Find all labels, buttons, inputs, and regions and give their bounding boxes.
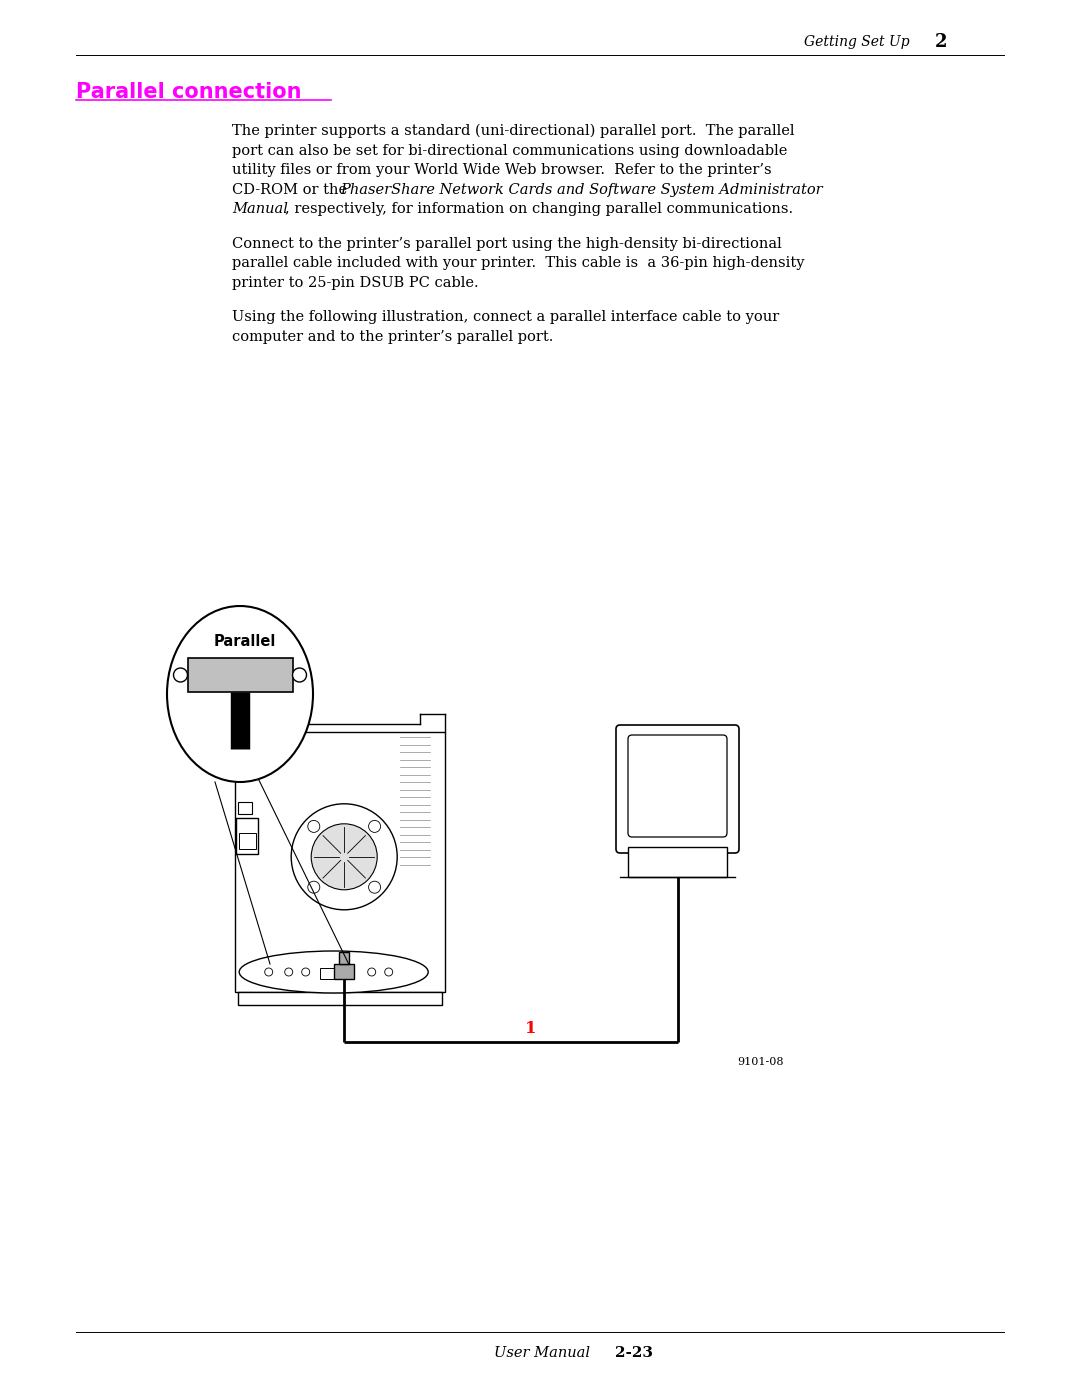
Bar [238, 992, 442, 1004]
Text: Getting Set Up: Getting Set Up [805, 35, 910, 49]
Text: User Manual: User Manual [494, 1345, 590, 1361]
Bar [235, 732, 445, 992]
Text: PhaserShare Network Cards and Software System Administrator: PhaserShare Network Cards and Software S… [340, 183, 823, 197]
Circle shape [293, 668, 307, 682]
Ellipse shape [167, 606, 313, 782]
FancyBboxPatch shape [616, 725, 739, 854]
Text: , respectively, for information on changing parallel communications.: , respectively, for information on chang… [285, 203, 794, 217]
Circle shape [301, 968, 310, 977]
Text: Manual: Manual [232, 203, 288, 217]
Text: computer and to the printer’s parallel port.: computer and to the printer’s parallel p… [232, 330, 554, 344]
Bar [188, 658, 293, 692]
Text: CD-ROM or the: CD-ROM or the [232, 183, 352, 197]
Circle shape [368, 882, 380, 893]
Text: 2-23: 2-23 [615, 1345, 653, 1361]
Circle shape [174, 668, 188, 682]
Circle shape [368, 820, 380, 833]
FancyBboxPatch shape [627, 735, 727, 837]
Circle shape [292, 803, 397, 909]
Bar [238, 802, 252, 814]
Bar [627, 847, 727, 877]
Bar [334, 964, 354, 979]
Text: The printer supports a standard (uni-directional) parallel port.  The parallel: The printer supports a standard (uni-dir… [232, 124, 795, 138]
Text: Connect to the printer’s parallel port using the high-density bi-directional: Connect to the printer’s parallel port u… [232, 236, 782, 250]
Circle shape [384, 968, 393, 977]
Circle shape [308, 820, 320, 833]
Text: printer to 25-pin DSUB PC cable.: printer to 25-pin DSUB PC cable. [232, 275, 478, 289]
Circle shape [311, 824, 377, 890]
Text: port can also be set for bi-directional communications using downloadable: port can also be set for bi-directional … [232, 144, 787, 158]
Text: Parallel: Parallel [214, 634, 276, 650]
Text: Parallel connection: Parallel connection [76, 82, 301, 102]
Circle shape [285, 968, 293, 977]
Text: parallel cable included with your printer.  This cable is  a 36-pin high-density: parallel cable included with your printe… [232, 256, 805, 270]
Text: Using the following illustration, connect a parallel interface cable to your: Using the following illustration, connec… [232, 310, 780, 324]
Circle shape [265, 968, 273, 977]
Text: 9101-08: 9101-08 [738, 1058, 784, 1067]
Text: 2: 2 [935, 34, 947, 52]
Bar [239, 833, 256, 849]
Text: 1: 1 [525, 1020, 537, 1037]
Circle shape [367, 968, 376, 977]
Bar [339, 951, 349, 964]
Bar [320, 968, 334, 979]
Text: utility files or from your World Wide Web browser.  Refer to the printer’s: utility files or from your World Wide We… [232, 163, 772, 177]
Circle shape [308, 882, 320, 893]
Ellipse shape [239, 951, 428, 993]
Bar [237, 819, 258, 854]
